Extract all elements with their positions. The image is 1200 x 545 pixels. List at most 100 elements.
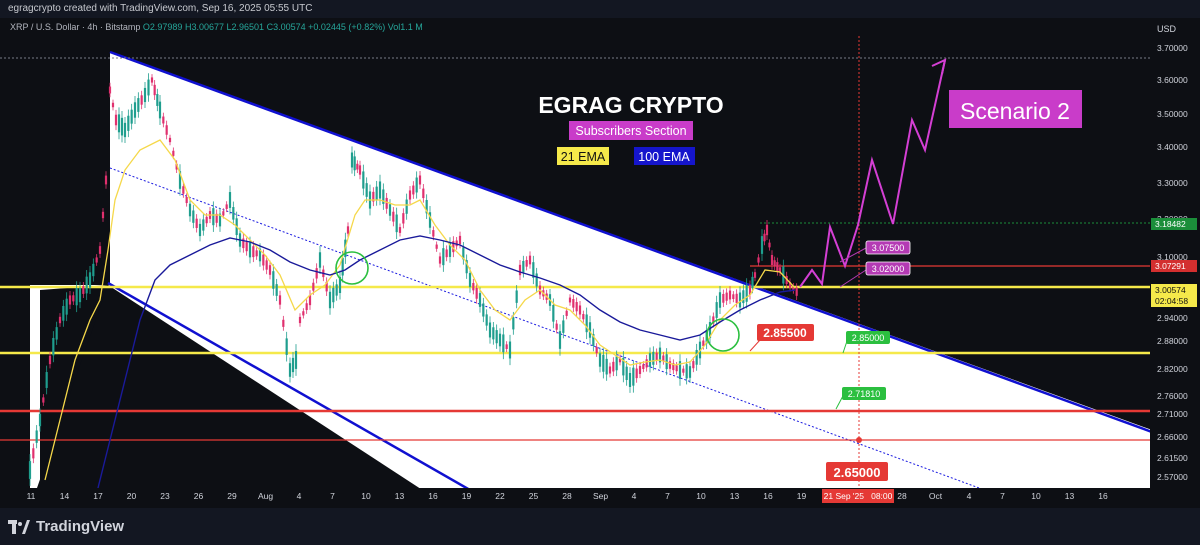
low-value: L2.96501: [226, 22, 265, 32]
candle-body: [735, 293, 738, 303]
crosshair-time-label: 21 Sep '25 08:00: [824, 491, 893, 501]
candle-body: [778, 267, 782, 273]
ann-2-85-box: [846, 331, 890, 344]
price-label-3-07291: 3.07291: [1155, 261, 1186, 271]
candle-body: [78, 287, 82, 303]
candle-body: [678, 361, 682, 379]
candle-body: [552, 305, 555, 322]
symbol-info-bar[interactable]: XRP / U.S. Dollar · 4h · Bitstamp O2.979…: [10, 22, 423, 32]
ema-cross-circle-1: [335, 251, 369, 285]
candle-body: [452, 241, 455, 253]
candle-body: [708, 322, 712, 338]
ann-2-85: 2.85000: [852, 333, 885, 343]
candle-body: [168, 137, 172, 143]
x-tick-label: 28: [562, 491, 572, 501]
change-value: +0.02445 (+0.82%): [308, 22, 386, 32]
candle-body: [565, 310, 568, 316]
ema-21-line: [44, 139, 796, 481]
candle-body: [101, 211, 105, 219]
candle-body: [508, 341, 512, 359]
y-tick-label: 2.71000: [1157, 409, 1188, 419]
candle-body: [568, 297, 572, 303]
candle-body: [792, 286, 795, 291]
candle-body: [117, 114, 121, 133]
candle-body: [482, 303, 485, 317]
candle-body: [635, 368, 638, 379]
candle-body: [595, 346, 598, 354]
candle-body: [768, 242, 771, 248]
x-axis-panel[interactable]: [0, 488, 1150, 508]
candle-body: [28, 461, 32, 479]
candle-body: [232, 207, 235, 220]
candle-body: [405, 199, 408, 214]
candle-body: [356, 163, 359, 170]
candle-body: [205, 216, 208, 224]
candle-body: [335, 284, 338, 296]
candle-body: [751, 276, 754, 289]
candle-body: [728, 290, 732, 300]
candle-body: [575, 302, 578, 312]
volume-value: Vol1.1 M: [387, 22, 423, 32]
x-tick-label: 10: [361, 491, 371, 501]
candle-body: [438, 256, 442, 264]
high-value: H3.00677: [184, 22, 224, 32]
x-tick-label: 28: [897, 491, 907, 501]
candle-body: [165, 125, 168, 135]
candle-body: [795, 287, 798, 296]
candle-body: [592, 333, 595, 347]
candle-body: [75, 288, 78, 306]
candle-body: [525, 260, 528, 267]
chart-title: EGRAG CRYPTO: [538, 92, 723, 118]
candle-body: [272, 271, 275, 289]
candle-body: [162, 116, 165, 124]
symbol-name[interactable]: XRP / U.S. Dollar · 4h · Bitstamp: [10, 22, 141, 32]
candle-body: [738, 292, 742, 308]
candle-body: [535, 273, 538, 287]
candle-body: [615, 356, 618, 371]
candle-body: [325, 281, 328, 292]
x-tick-label: 7: [665, 491, 670, 501]
candle-body: [285, 338, 288, 355]
ann-3-02: 3.02000: [872, 264, 905, 274]
tradingview-logo[interactable]: TradingView: [8, 518, 124, 535]
candle-body: [432, 230, 435, 237]
candle-body: [622, 357, 625, 376]
x-tick-label: 7: [330, 491, 335, 501]
marker-2-65: [856, 437, 862, 443]
candle-body: [675, 365, 678, 372]
candle-body: [111, 102, 115, 108]
candle-body: [218, 213, 222, 227]
tradingview-logo-icon: [8, 519, 30, 534]
scenario-badge: [949, 90, 1082, 128]
attribution-text: egragcrypto created with TradingView.com…: [8, 3, 313, 14]
ema-100-line: [97, 235, 796, 488]
x-tick-label: 11: [27, 491, 36, 501]
y-axis-panel[interactable]: [1150, 18, 1200, 488]
candle-body: [275, 284, 278, 296]
candle-body: [158, 101, 162, 119]
candle-body: [505, 344, 508, 349]
candle-body: [178, 171, 182, 189]
candle-body: [298, 316, 302, 324]
x-tick-label: 10: [696, 491, 706, 501]
candle-body: [212, 208, 215, 226]
candle-body: [68, 295, 72, 305]
candle-body: [502, 334, 505, 353]
x-tick-label: 20: [127, 491, 137, 501]
candle-body: [688, 366, 692, 378]
candle-body: [495, 330, 498, 344]
candle-body: [418, 175, 422, 185]
candle-body: [114, 114, 118, 126]
candle-body: [228, 192, 232, 208]
ann-2-855: 2.85500: [763, 326, 807, 340]
candle-body: [732, 294, 735, 300]
x-tick-label: 19: [797, 491, 807, 501]
x-tick-label: Aug: [258, 491, 273, 501]
x-tick-label: Sep: [593, 491, 608, 501]
candle-body: [753, 272, 757, 278]
candle-body: [52, 337, 55, 356]
candle-body: [658, 347, 662, 363]
candle-body: [392, 211, 395, 222]
y-tick-label: 2.76000: [1157, 391, 1188, 401]
